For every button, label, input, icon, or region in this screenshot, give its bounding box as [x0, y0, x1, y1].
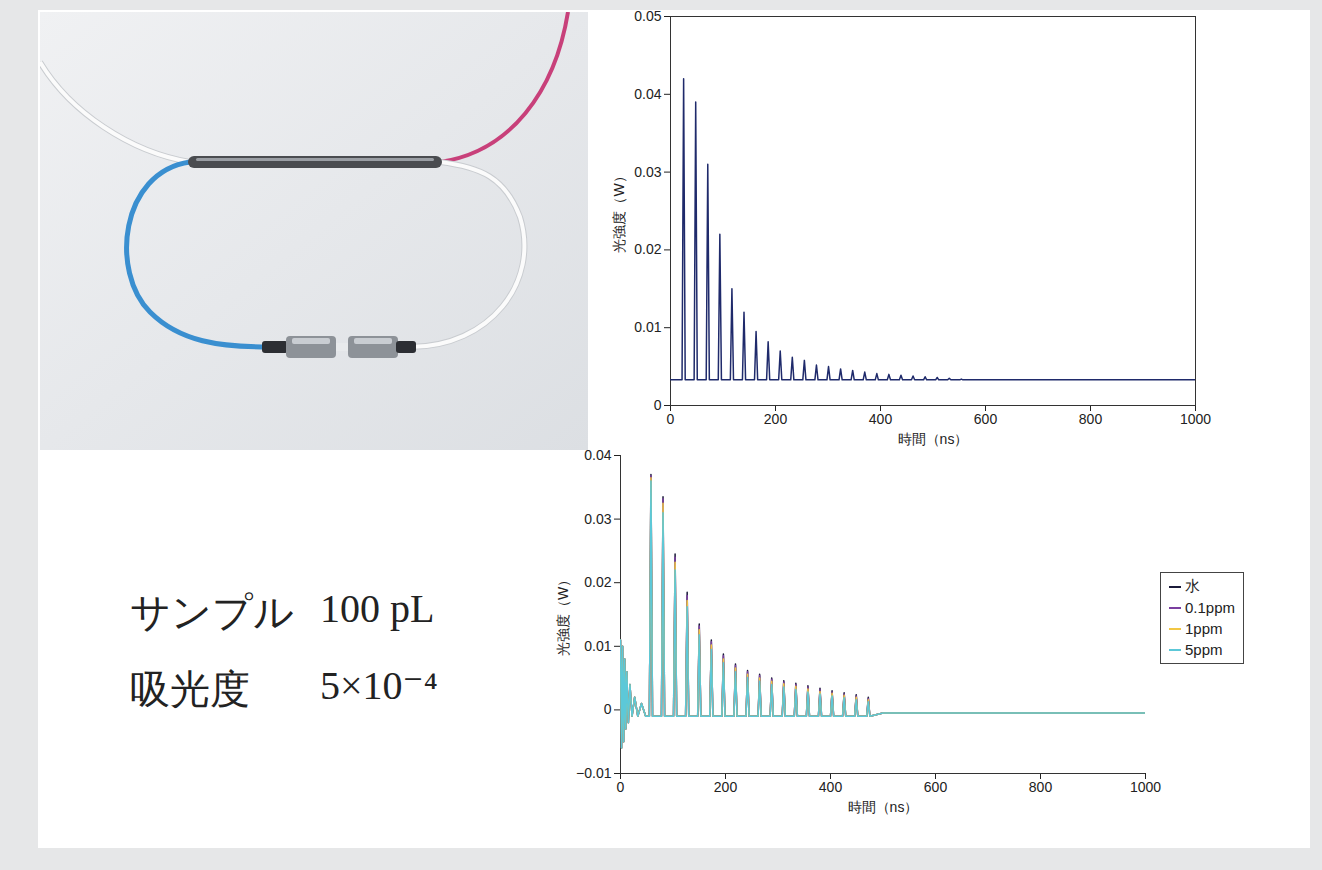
html-text:5ppm: 5ppm: [1185, 641, 1223, 658]
svg-text:0.04: 0.04: [634, 86, 661, 102]
svg-text:時間（ns）: 時間（ns）: [848, 799, 919, 815]
svg-text:光強度（W）: 光強度（W）: [611, 169, 627, 252]
svg-text:0.03: 0.03: [634, 164, 661, 180]
svg-text:800: 800: [1079, 411, 1103, 427]
svg-text:400: 400: [819, 779, 843, 795]
svg-text:200: 200: [764, 411, 788, 427]
svg-text:0.03: 0.03: [584, 511, 611, 527]
svg-text:光強度（W）: 光強度（W）: [555, 573, 571, 656]
html-text:0.1ppm: 0.1ppm: [1185, 599, 1235, 616]
svg-text:0.02: 0.02: [584, 574, 611, 590]
html-text:水: 水: [1185, 577, 1200, 594]
svg-text:時間（ns）: 時間（ns）: [898, 431, 969, 447]
svg-text:0.04: 0.04: [584, 447, 611, 463]
svg-text:800: 800: [1029, 779, 1053, 795]
svg-text:0.05: 0.05: [634, 8, 661, 24]
svg-text:400: 400: [869, 411, 893, 427]
svg-text:600: 600: [974, 411, 998, 427]
svg-text:0: 0: [667, 411, 675, 427]
svg-text:0.01: 0.01: [584, 638, 611, 654]
svg-text:0.01: 0.01: [634, 319, 661, 335]
svg-text:0.02: 0.02: [634, 241, 661, 257]
svg-text:0: 0: [604, 701, 612, 717]
svg-text:0: 0: [617, 779, 625, 795]
svg-text:1000: 1000: [1180, 411, 1211, 427]
svg-text:1000: 1000: [1130, 779, 1161, 795]
svg-text:600: 600: [924, 779, 948, 795]
svg-text:200: 200: [714, 779, 738, 795]
html-text:サンプル: サンプル: [130, 590, 294, 635]
html-text:5×10⁻⁴: 5×10⁻⁴: [320, 663, 438, 708]
html-text:吸光度: 吸光度: [130, 667, 250, 712]
html-text:100 pL: 100 pL: [320, 586, 435, 631]
html-text:1ppm: 1ppm: [1185, 620, 1223, 637]
svg-text:−0.01: −0.01: [576, 765, 612, 781]
svg-text:0: 0: [654, 397, 662, 413]
